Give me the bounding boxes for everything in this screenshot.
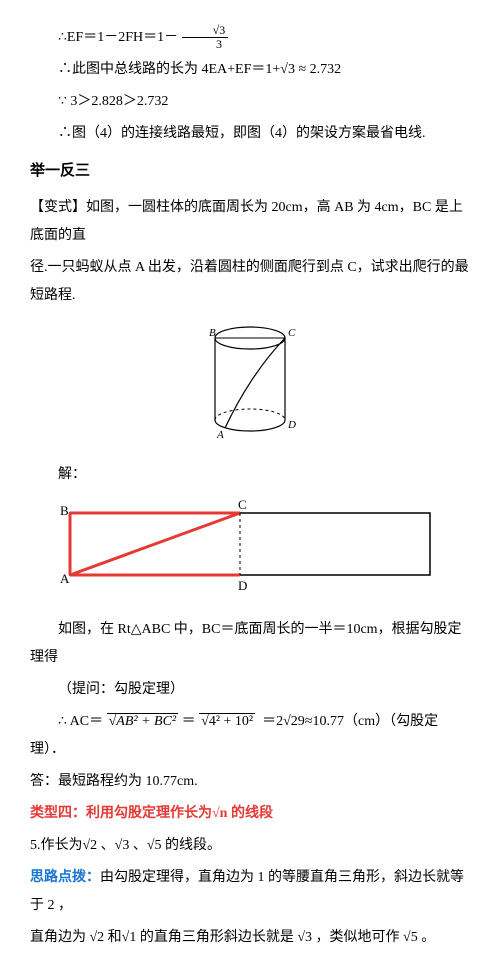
line-conclusion: ∴图（4）的连接线路最短，即图（4）的架设方案最省电线. (30, 120, 470, 148)
numerator: √3 (182, 24, 229, 38)
variant-problem: 【变式】如图，一圆柱体的底面周长为 20cm，高 AB 为 4cm，BC 是上底… (30, 194, 470, 250)
variant-text-2: 径.一只蚂蚁从点 A 出发，沿着圆柱的侧面爬行到点 C，试求出爬行的最短路程. (30, 254, 470, 310)
type4-title-c: 的线段 (227, 806, 273, 821)
sqrt-2: √4² + 10² (199, 713, 255, 729)
variant-text-1: 如图，一圆柱体的底面周长为 20cm，高 AB 为 4cm，BC 是上底面的直 (30, 200, 463, 243)
label-A: A (216, 429, 224, 440)
solution-p1: 如图，在 Rt△ABC 中，BC＝底面周长的一半＝10cm，根据勾股定理得 (30, 616, 470, 672)
line-ef: ∴EF＝1－2FH＝1－ √3 3 (30, 24, 470, 52)
label-D: D (238, 578, 247, 593)
label-A: A (60, 571, 70, 586)
solve-label: 解： (30, 461, 470, 489)
type4-label: 类型四： (30, 806, 86, 821)
answer-line: 答：最短路程约为 10.77cm. (30, 768, 470, 796)
type4-heading: 类型四：利用勾股定理作长为√n 的线段 (30, 800, 470, 828)
label-B: B (209, 327, 216, 339)
fraction: √3 3 (182, 24, 229, 51)
prefix: ∴ AC＝ (58, 714, 103, 729)
line-compare: ∵ 3＞2.828＞2.732 (30, 88, 470, 116)
rectangle-svg: B C A D (50, 495, 450, 595)
label-D: D (287, 419, 296, 431)
hint-label: 思路点拨： (30, 870, 100, 885)
variant-label: 【变式】 (30, 200, 86, 215)
rectangle-figure: B C A D (30, 495, 470, 606)
text: ∴此图中总线路的长为 4EA+EF＝ (58, 62, 265, 77)
cylinder-svg: B C A D (195, 320, 305, 440)
line-total-length: ∴此图中总线路的长为 4EA+EF＝1+√3 ≈ 2.732 (30, 56, 470, 84)
hint-line-2: 直角边为 √2 和√1 的直角三角形斜边长就是 √3 ，类似地可作 √5 。 (30, 924, 470, 952)
solution-p3: ∴ AC＝ √AB² + BC² ＝ √4² + 10² ＝2√29≈10.77… (30, 708, 470, 764)
label-C: C (238, 497, 247, 512)
question-5: 5.作长为√2 、√3 、√5 的线段。 (30, 832, 470, 860)
text: ∴EF＝1－2FH＝1－ (58, 30, 178, 45)
type4-title-a: 利用勾股定理作长为 (86, 806, 212, 821)
type4-sqrt-n: √n (212, 806, 227, 821)
cylinder-figure: B C A D (30, 320, 470, 451)
solution-p2: （提问：勾股定理） (30, 676, 470, 704)
expr: 1+√3 ≈ 2.732 (265, 62, 341, 77)
label-C: C (288, 327, 296, 339)
label-B: B (60, 503, 69, 518)
sqrt-1: √AB² + BC² (107, 713, 179, 729)
denominator: 3 (182, 38, 229, 51)
heading-analogy: 举一反三 (30, 156, 470, 186)
hint-line-1: 思路点拨：由勾股定理得，直角边为 1 的等腰直角三角形，斜边长就等于 2 ， (30, 864, 470, 920)
